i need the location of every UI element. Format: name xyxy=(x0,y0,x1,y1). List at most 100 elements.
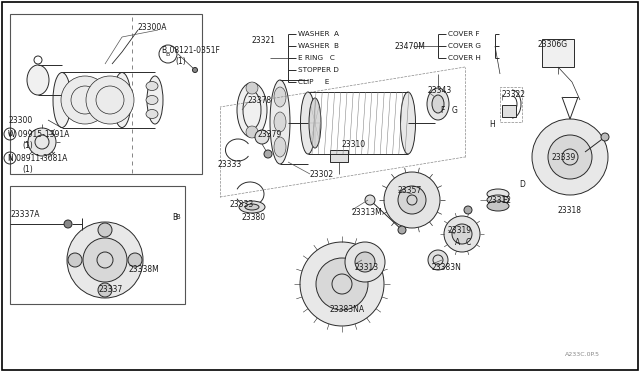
Text: W: W xyxy=(8,131,12,137)
Circle shape xyxy=(61,76,109,124)
Text: B: B xyxy=(166,51,170,57)
Circle shape xyxy=(128,253,142,267)
Circle shape xyxy=(532,119,608,195)
Text: 23338M: 23338M xyxy=(128,266,159,275)
Text: W 09915-1391A: W 09915-1391A xyxy=(8,129,69,138)
Text: 23300: 23300 xyxy=(8,115,32,125)
Ellipse shape xyxy=(146,96,158,105)
Ellipse shape xyxy=(274,112,286,132)
Circle shape xyxy=(86,76,134,124)
Text: 23306G: 23306G xyxy=(538,39,568,48)
Ellipse shape xyxy=(146,109,158,119)
Circle shape xyxy=(264,150,272,158)
Circle shape xyxy=(398,226,406,234)
Text: B: B xyxy=(172,212,177,221)
Ellipse shape xyxy=(113,73,131,128)
Wedge shape xyxy=(246,126,258,138)
Text: 23470M: 23470M xyxy=(395,42,426,51)
Circle shape xyxy=(444,216,480,252)
Text: COVER G: COVER G xyxy=(448,43,481,49)
Text: 23379: 23379 xyxy=(258,129,282,138)
Circle shape xyxy=(67,222,143,298)
Text: (1): (1) xyxy=(175,57,186,65)
Ellipse shape xyxy=(487,189,509,199)
Bar xyxy=(10,14,202,174)
Ellipse shape xyxy=(53,73,71,128)
Ellipse shape xyxy=(301,92,316,154)
Text: 23313: 23313 xyxy=(355,263,379,272)
Ellipse shape xyxy=(237,83,267,138)
Bar xyxy=(573,181,583,187)
Circle shape xyxy=(83,238,127,282)
Text: CLIP     E: CLIP E xyxy=(298,79,330,85)
Ellipse shape xyxy=(432,95,444,113)
Wedge shape xyxy=(246,82,258,94)
Bar xyxy=(539,164,548,170)
Text: 23343: 23343 xyxy=(428,86,452,94)
Text: 23337A: 23337A xyxy=(10,209,40,218)
Text: 23383NA: 23383NA xyxy=(330,305,365,314)
Text: (1): (1) xyxy=(22,141,33,150)
Text: B: B xyxy=(175,214,180,220)
Ellipse shape xyxy=(487,201,509,211)
Text: WASHER  A: WASHER A xyxy=(298,31,339,37)
Ellipse shape xyxy=(274,137,286,157)
Circle shape xyxy=(316,258,368,310)
Bar xyxy=(10,186,185,304)
Text: C: C xyxy=(465,237,470,247)
Bar xyxy=(589,141,600,147)
Ellipse shape xyxy=(309,98,321,148)
Circle shape xyxy=(601,133,609,141)
Text: E RING   C: E RING C xyxy=(298,55,335,61)
Circle shape xyxy=(365,195,375,205)
Circle shape xyxy=(355,252,375,272)
Ellipse shape xyxy=(274,87,286,107)
Text: 23310: 23310 xyxy=(342,140,366,148)
Circle shape xyxy=(28,128,56,156)
Ellipse shape xyxy=(427,88,449,120)
Text: 23339: 23339 xyxy=(552,153,576,161)
Text: A: A xyxy=(456,237,461,247)
Circle shape xyxy=(300,242,384,326)
Text: N 08911-3081A: N 08911-3081A xyxy=(8,154,67,163)
Ellipse shape xyxy=(401,92,415,154)
Text: 23383N: 23383N xyxy=(432,263,462,272)
Text: 23312: 23312 xyxy=(488,196,512,205)
Text: 23313M: 23313M xyxy=(352,208,383,217)
Circle shape xyxy=(398,186,426,214)
Text: G: G xyxy=(452,106,458,115)
Circle shape xyxy=(255,130,269,144)
Text: 23322: 23322 xyxy=(502,90,526,99)
Text: 23333: 23333 xyxy=(230,199,254,208)
Ellipse shape xyxy=(270,80,290,164)
Circle shape xyxy=(464,206,472,214)
Text: 23357: 23357 xyxy=(398,186,422,195)
Text: N: N xyxy=(8,155,12,160)
Text: A233C.0P.5: A233C.0P.5 xyxy=(565,352,600,357)
Text: STOPPER D: STOPPER D xyxy=(298,67,339,73)
Circle shape xyxy=(452,224,472,244)
Text: F: F xyxy=(440,106,444,115)
Circle shape xyxy=(548,135,592,179)
Circle shape xyxy=(98,283,112,297)
Text: D: D xyxy=(519,180,525,189)
Text: 23321: 23321 xyxy=(252,35,276,45)
Circle shape xyxy=(384,172,440,228)
Text: COVER F: COVER F xyxy=(448,31,479,37)
Text: B 08121-0351F: B 08121-0351F xyxy=(162,45,220,55)
Text: 23318: 23318 xyxy=(558,205,582,215)
Ellipse shape xyxy=(487,195,509,205)
Text: E: E xyxy=(502,196,508,205)
Bar xyxy=(502,105,516,117)
Text: COVER H: COVER H xyxy=(448,55,481,61)
Text: 23300A: 23300A xyxy=(138,22,168,32)
Bar xyxy=(500,87,522,122)
Bar xyxy=(554,129,563,135)
Text: 23319: 23319 xyxy=(448,225,472,234)
Ellipse shape xyxy=(146,81,158,90)
Ellipse shape xyxy=(27,65,49,95)
Text: 23378: 23378 xyxy=(248,96,272,105)
Circle shape xyxy=(68,253,82,267)
Circle shape xyxy=(64,220,72,228)
Text: (1): (1) xyxy=(22,164,33,173)
